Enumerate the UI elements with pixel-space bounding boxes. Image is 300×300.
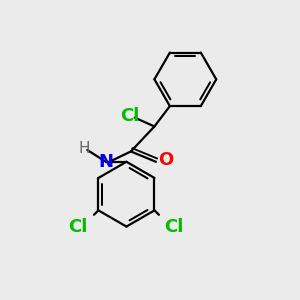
Text: N: N <box>98 153 113 171</box>
Text: O: O <box>159 151 174 169</box>
Text: Cl: Cl <box>120 107 139 125</box>
Text: H: H <box>78 141 89 156</box>
Text: Cl: Cl <box>68 218 88 236</box>
Text: Cl: Cl <box>164 218 184 236</box>
